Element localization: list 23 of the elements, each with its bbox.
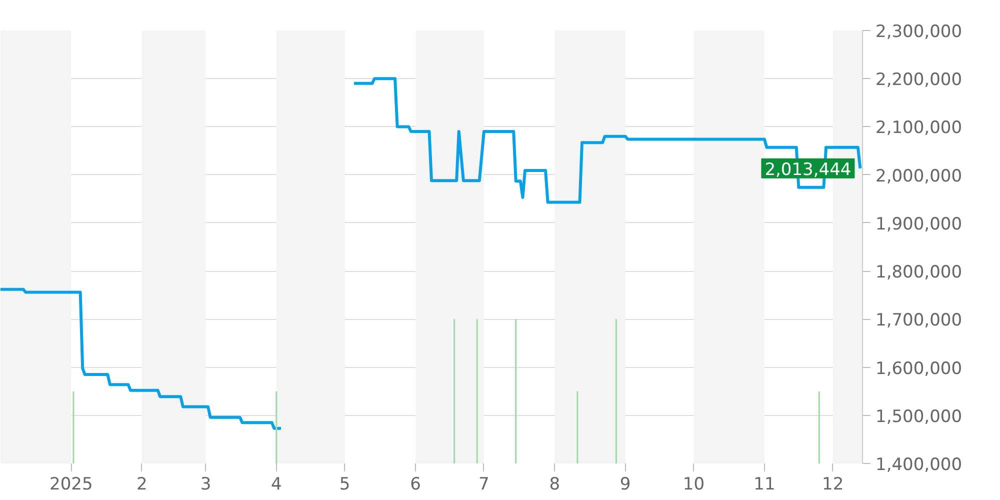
y-tick-label: 1,900,000 <box>876 214 962 234</box>
x-tick-label: 6 <box>410 474 421 494</box>
x-tick-label: 11 <box>754 474 776 494</box>
x-tick-label: 8 <box>549 474 560 494</box>
x-tick-label: 10 <box>682 474 705 494</box>
y-tick-label: 2,000,000 <box>876 166 962 186</box>
y-tick-label: 2,300,000 <box>876 22 962 42</box>
y-tick-label: 1,500,000 <box>876 406 962 427</box>
x-tick-label: 2025 <box>50 474 93 494</box>
x-tick-label: 9 <box>620 474 631 494</box>
y-tick-label: 1,700,000 <box>876 310 962 331</box>
annotation: 2,013,444 <box>764 160 852 180</box>
y-tick-label: 2,200,000 <box>876 70 962 90</box>
y-tick-label: 1,400,000 <box>876 455 962 475</box>
x-tick-label: 4 <box>271 474 282 494</box>
y-tick-label: 1,800,000 <box>876 262 962 283</box>
x-tick-label: 3 <box>200 474 212 494</box>
x-tick-label: 2 <box>136 474 148 494</box>
x-tick-label: 5 <box>339 474 350 494</box>
x-tick-label: 12 <box>822 474 844 494</box>
y-tick-label: 2,100,000 <box>876 118 962 138</box>
y-tick-label: 1,600,000 <box>876 358 962 379</box>
x-tick-label: 7 <box>478 474 490 494</box>
